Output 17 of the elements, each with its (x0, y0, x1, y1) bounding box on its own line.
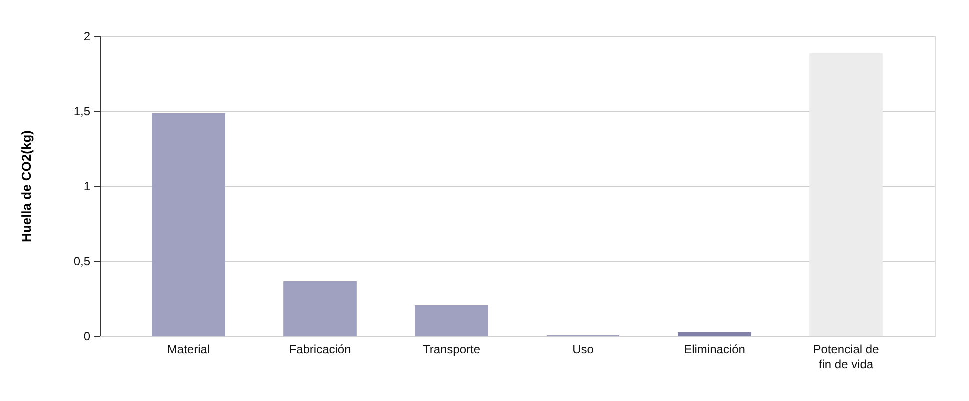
x-tick-label: Eliminación (684, 342, 746, 356)
x-tick-label: Uso (572, 342, 594, 356)
bar (284, 282, 357, 336)
x-tick-label: Fabricación (289, 342, 352, 356)
bar (415, 306, 488, 336)
bar (678, 332, 752, 336)
y-tick-label: 1,5 (74, 104, 91, 118)
y-axis-title: Huella de CO2(kg) (18, 130, 34, 242)
x-tick-label: Transporte (422, 342, 481, 356)
y-tick-label: 0,5 (74, 254, 91, 268)
bar (810, 54, 883, 336)
y-tick-label: 1 (84, 180, 91, 194)
x-tick-label: Material (167, 342, 210, 356)
bar (152, 114, 226, 336)
y-tick-label: 0 (84, 330, 91, 344)
y-tick-label: 2 (84, 30, 91, 44)
x-tick-label: Potencial de fin de vida (813, 342, 880, 372)
